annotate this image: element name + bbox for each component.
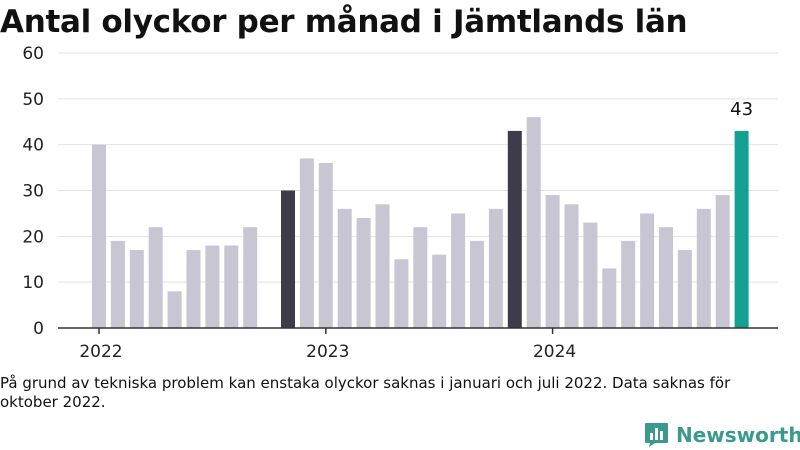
- bar-2022-2: [110, 240, 125, 328]
- y-tick-label: 20: [22, 227, 44, 247]
- bar-2023-3: [356, 218, 371, 328]
- bar-2023-12: [526, 117, 541, 329]
- logo-text: Newsworthy: [676, 423, 800, 447]
- x-tick-label-2022: 2022: [79, 342, 122, 362]
- bar-2023-9: [470, 240, 484, 328]
- bar-2024-4: [602, 268, 617, 328]
- bar-2022-9: [243, 227, 258, 328]
- y-tick-label: 60: [22, 44, 44, 64]
- bar-2023-10: [488, 208, 503, 328]
- chart-plot: 0 10 20 30 40 50 60 2022 2023 2024 43: [22, 44, 778, 362]
- bars: [92, 117, 749, 329]
- bar-2024-5: [621, 240, 636, 328]
- newsworthy-logo: Newsworthy: [644, 420, 800, 450]
- bar-2022-12: [299, 158, 314, 328]
- bar-2022-8: [224, 245, 239, 328]
- y-tick-label: 50: [22, 90, 44, 110]
- bar-2023-1: [318, 163, 333, 328]
- bar-2024-9: [696, 208, 711, 328]
- bar-2024-6: [640, 213, 655, 328]
- data-label-highlight: 43: [730, 99, 753, 120]
- bar-2023-2: [337, 208, 352, 328]
- chart-title: Antal olyckor per månad i Jämtlands län: [0, 4, 688, 40]
- bar-2024-3: [583, 222, 598, 328]
- bar-2022-11: [281, 190, 295, 328]
- labels: 0 10 20 30 40 50 60 2022 2023 2024 43: [22, 44, 753, 362]
- y-tick-label: 40: [22, 136, 44, 156]
- x-tick-label-2024: 2024: [533, 342, 576, 362]
- bar-2023-8: [451, 213, 466, 328]
- bar-2023-6: [413, 227, 428, 328]
- bar-2024-2: [564, 204, 579, 328]
- bar-2023-4: [375, 204, 390, 328]
- bar-2024-8: [677, 250, 692, 328]
- y-tick-label: 0: [33, 319, 44, 339]
- bar-2022-1: [92, 144, 106, 328]
- bar-2024-11: [734, 130, 749, 328]
- bar-2022-7: [205, 245, 220, 328]
- bar-2022-6: [186, 250, 201, 328]
- y-tick-label: 10: [22, 273, 44, 293]
- x-tick-label-2023: 2023: [306, 342, 349, 362]
- bar-2023-11: [507, 130, 522, 328]
- bar-chart-icon: [645, 423, 668, 447]
- bar-2024-1: [545, 195, 560, 328]
- y-tick-label: 30: [22, 182, 44, 202]
- bar-2022-5: [167, 291, 182, 328]
- footnote: På grund av tekniska problem kan enstaka…: [0, 374, 731, 411]
- axes: [58, 327, 778, 334]
- bar-2024-7: [659, 227, 673, 328]
- bar-2023-5: [394, 259, 409, 328]
- bar-2023-7: [432, 254, 447, 328]
- bar-2022-4: [148, 227, 163, 328]
- bar-2024-10: [715, 195, 730, 328]
- bar-2022-3: [129, 250, 144, 328]
